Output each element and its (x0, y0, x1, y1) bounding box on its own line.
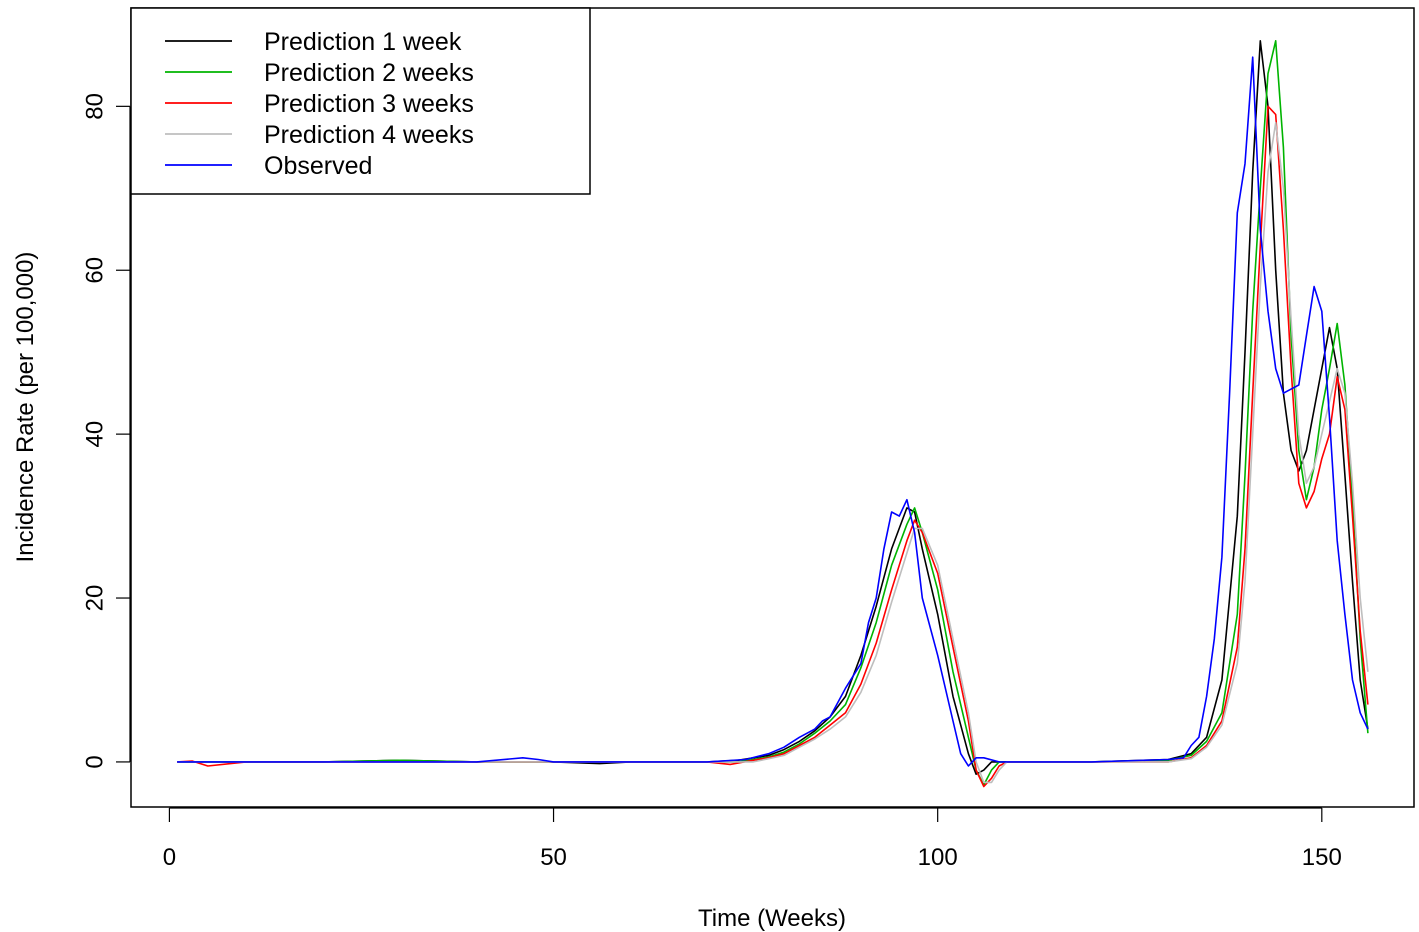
x-tick-label: 0 (163, 844, 176, 871)
legend-label-2: Prediction 2 weeks (264, 59, 474, 87)
plot-frame (130, 7, 1415, 808)
y-axis-title: Incidence Rate (per 100,000) (12, 252, 39, 563)
series-line-5 (177, 56, 1369, 767)
series-line-3 (177, 105, 1369, 788)
y-tick-label: 80 (81, 93, 108, 120)
x-axis-title: Time (Weeks) (698, 905, 846, 932)
series-layer (177, 40, 1369, 788)
x-tick-label: 100 (918, 844, 958, 871)
x-axis: 0 50 100 150 (163, 807, 1342, 871)
x-tick-label: 50 (540, 844, 567, 871)
y-tick-label: 40 (81, 421, 108, 448)
legend: Prediction 1 week Prediction 2 weeks Predi… (130, 7, 591, 195)
y-axis: 0 20 40 60 80 (81, 93, 131, 769)
legend-label-3: Prediction 3 weeks (264, 90, 474, 118)
y-tick-label: 0 (81, 755, 108, 768)
legend-label-1: Prediction 1 week (264, 28, 462, 56)
y-tick-label: 60 (81, 257, 108, 284)
y-tick-label: 20 (81, 585, 108, 612)
legend-label-4: Prediction 4 weeks (264, 121, 474, 149)
x-tick-label: 150 (1302, 844, 1342, 871)
legend-label-5: Observed (264, 152, 372, 180)
series-line-4 (177, 121, 1369, 784)
legend-box (130, 7, 591, 195)
